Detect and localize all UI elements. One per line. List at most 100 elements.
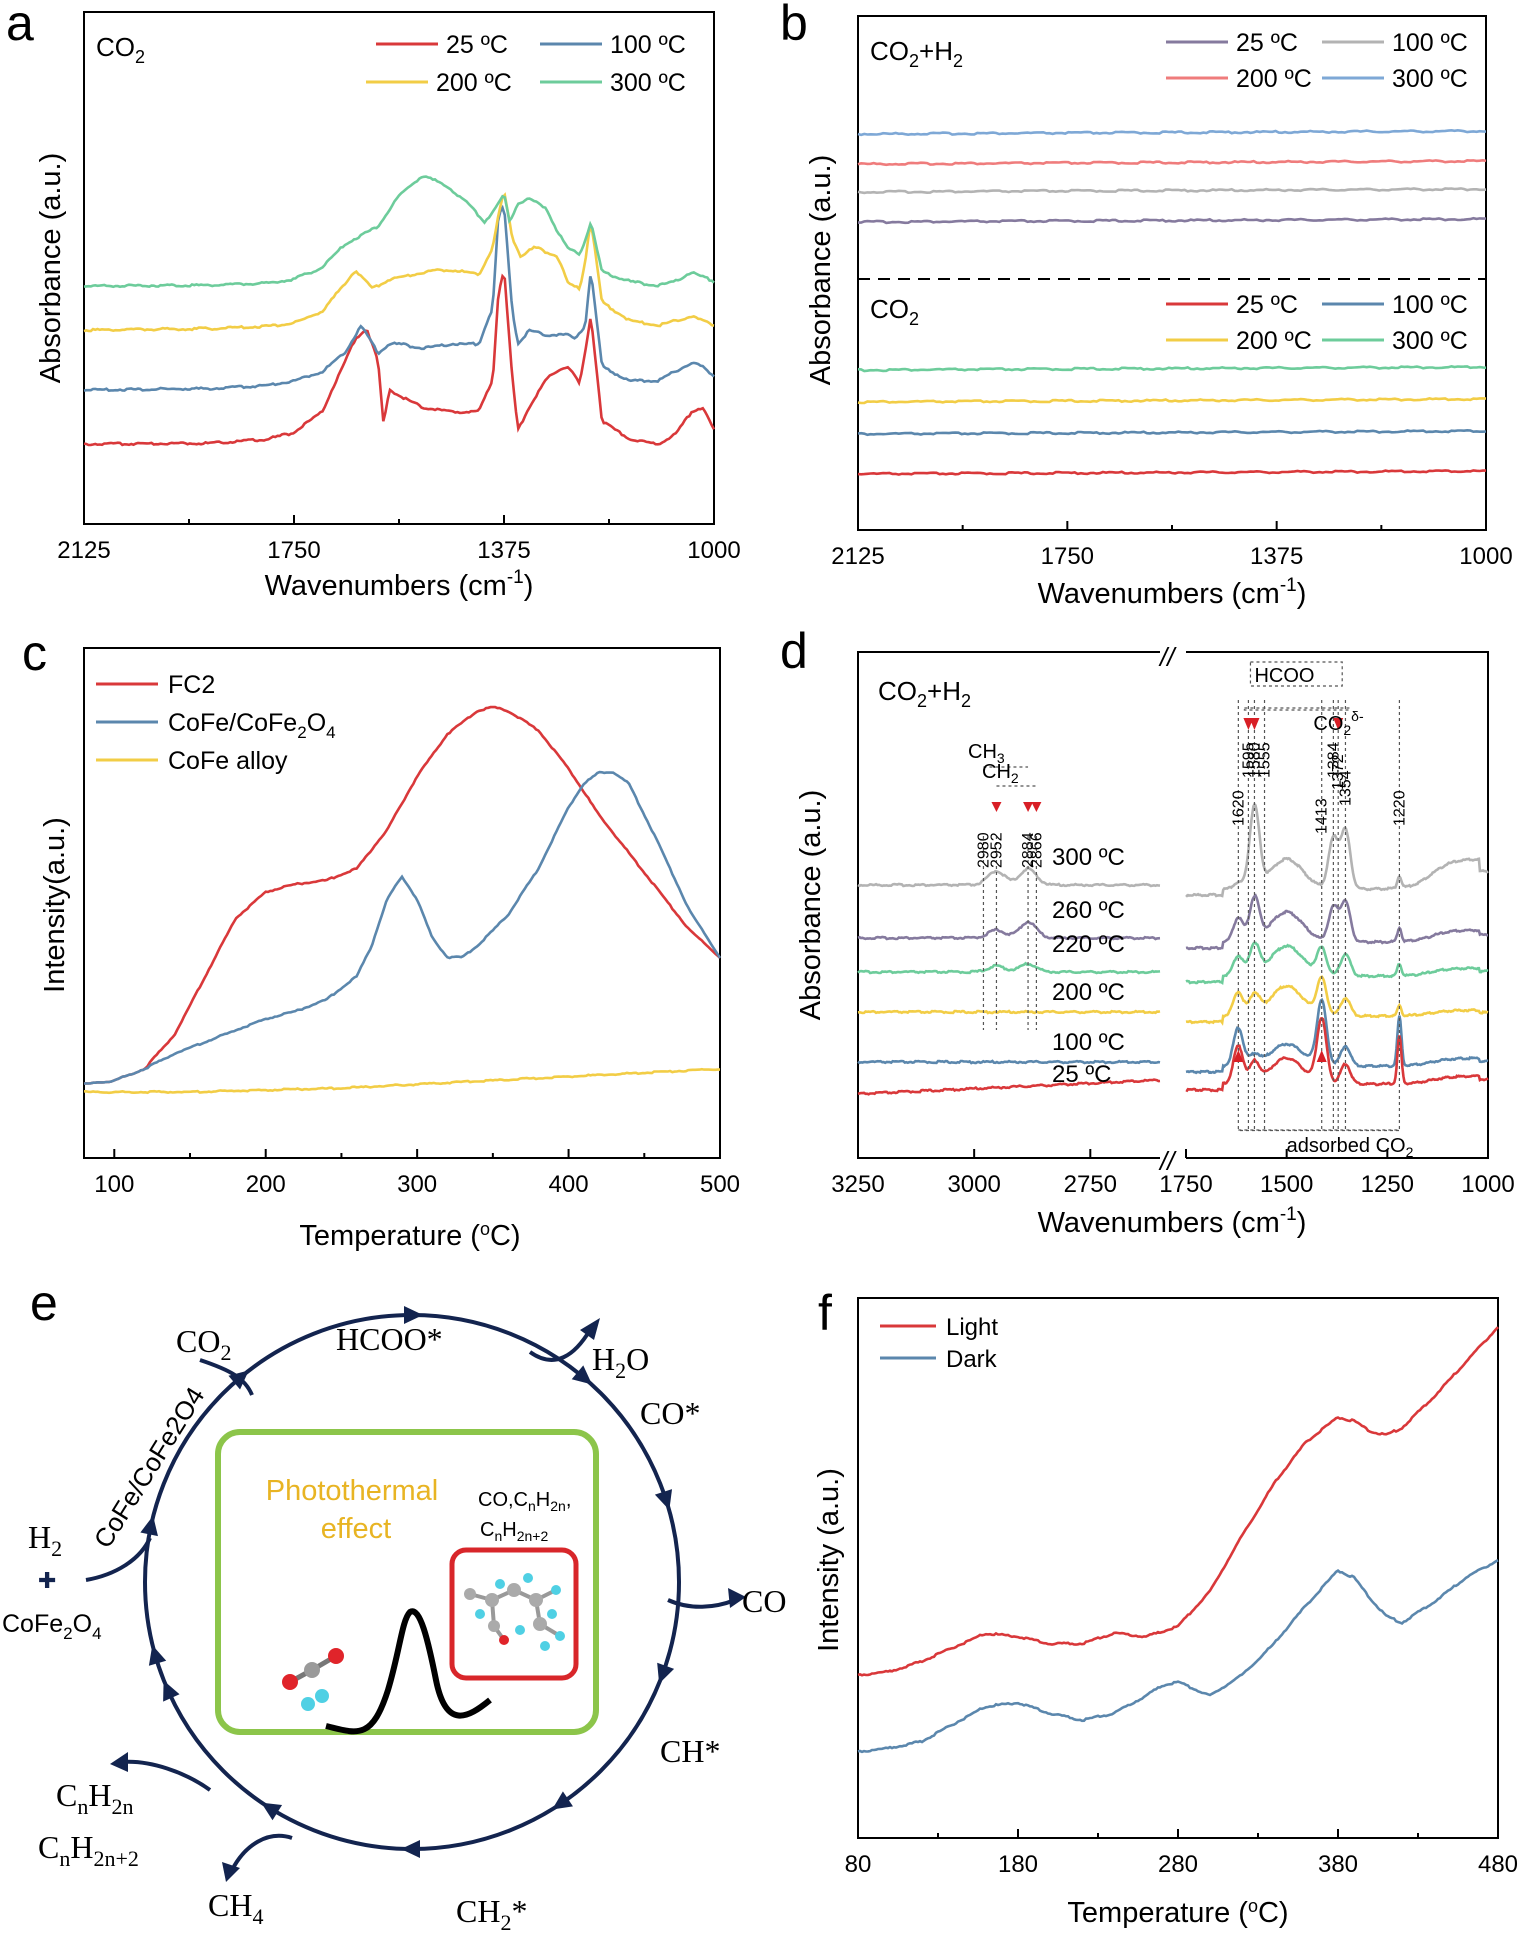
legend-item-b-bot-0-label: 25 ºC <box>1236 291 1298 319</box>
line-series-b-pink <box>857 158 1487 167</box>
x-axis-label-c: Temperature (oC) <box>299 1219 520 1252</box>
plus-icon: ✚ <box>38 1568 56 1593</box>
node-ch2-star: CH2* <box>456 1893 527 1935</box>
node-cnh2n: CnH2n <box>56 1777 133 1819</box>
tick-label-f-2: 280 <box>1158 1851 1198 1878</box>
legend-f-label-0: Light <box>946 1314 998 1341</box>
inset-title-line2: effect <box>321 1513 391 1545</box>
inset-products-line2: CnH2n+2 <box>480 1519 548 1544</box>
line-series-d-high-blue <box>857 1059 1161 1065</box>
hydrocarbon-molecule <box>464 1573 565 1651</box>
peak-arrow-d-2866 <box>1031 802 1042 812</box>
node-co-star: CO* <box>640 1395 700 1431</box>
axis-break-top-d: // <box>1158 642 1177 672</box>
cycle-arrowhead-4 <box>571 1365 593 1385</box>
panel-letter-c: c <box>22 625 47 681</box>
peak-label-d-1220: 1220 <box>1391 790 1408 826</box>
cycle-arrowhead-0 <box>148 1645 167 1666</box>
energy-curve <box>325 1608 492 1735</box>
tick-label-b-2: 1375 <box>1250 543 1303 570</box>
bracket-adsorbed-co2 <box>1237 1129 1401 1132</box>
legend-item-b-bot-1-label: 100 ºC <box>1392 291 1468 319</box>
x-ticks-f: 80 180 280 380 480 <box>845 1829 1518 1878</box>
tick-label-c-2: 300 <box>397 1171 437 1198</box>
cycle-arrowhead-3 <box>404 1306 423 1324</box>
tick-label-d-low-1: 1500 <box>1260 1171 1313 1198</box>
peak-label-d-1555: 1555 <box>1257 742 1274 778</box>
axis-break-bottom-d: // <box>1158 1146 1177 1176</box>
tick-label-f-1: 180 <box>998 1851 1038 1878</box>
panel-letter-e: e <box>30 1275 58 1331</box>
bracket-hcoo <box>1249 661 1343 687</box>
peak-label-d-2952: 2952 <box>988 832 1005 868</box>
series-label-d-1: 260 ºC <box>1052 897 1125 924</box>
y-axis-label-c: Intensity(a.u.) <box>39 817 71 993</box>
node-cnh2n2: CnH2n+2 <box>38 1829 139 1871</box>
series-group-f <box>857 1326 1499 1754</box>
legend-c: FC2 CoFe/CoFe2O4 CoFe alloy <box>96 671 336 775</box>
peak-label-d-1354: 1354 <box>1337 770 1354 806</box>
x-axis-label-d: Wavenumbers (cm-1) <box>1038 1204 1307 1239</box>
tick-label-a-2: 1375 <box>477 537 530 564</box>
legend-f-label-1: Dark <box>946 1346 998 1373</box>
ch4-exit-arrow <box>230 1833 293 1871</box>
peak-label-d-2980: 2980 <box>975 832 992 868</box>
peak-label-d-1372: 1372 <box>1330 754 1347 790</box>
series-group-b <box>857 128 1487 476</box>
group-label-hcoo: HCOO <box>1254 665 1314 687</box>
line-series-b-green <box>857 364 1487 373</box>
peak-label-d-1595: 1595 <box>1240 742 1257 778</box>
inset-title-line1: Photothermal <box>266 1475 439 1507</box>
cycle-arrowhead-7 <box>552 1791 573 1810</box>
line-series-d-low-red <box>1185 1016 1489 1093</box>
line-series-c-blue <box>83 770 722 1085</box>
plot-frame-b <box>857 15 1487 531</box>
line-series-b-gray <box>857 187 1487 195</box>
panel-b: b CO2+H2 CO2 25 ºC 100 ºC 200 ºC 300 ºC 25 … <box>780 0 1513 610</box>
panel-f: f Light Dark 80 180 280 380 480 Temperature (… <box>813 1285 1518 1929</box>
series-label-d-5: 25 ºC <box>1052 1061 1111 1088</box>
panel-d: d // // CO2+H2 300 ºC 260 ºC 220 ºC 200 ºC 1… <box>780 623 1515 1239</box>
axis-break-gap-d <box>1160 640 1186 1170</box>
line-series-d-high-purple <box>857 920 1161 941</box>
tick-label-d-high-0: 3250 <box>831 1171 884 1198</box>
tick-label-a-0: 2125 <box>57 537 110 564</box>
cnhn-exit-arrow <box>121 1759 212 1792</box>
series-label-d-0: 300 ºC <box>1052 844 1125 871</box>
line-series-b-purple <box>858 216 1487 225</box>
series-group-d: 300 ºC 260 ºC 220 ºC 200 ºC 100 ºC 25 ºC <box>857 802 1489 1096</box>
node-cofe2o4: CoFe2O4 <box>2 1610 102 1643</box>
panel-c: c FC2 CoFe/CoFe2O4 CoFe alloy 100 200 300 400… <box>22 625 740 1252</box>
legend-item-b-bot-3-label: 300 ºC <box>1392 327 1468 355</box>
peak-label-d-2866: 2866 <box>1028 832 1045 868</box>
panel-letter-f: f <box>818 1285 832 1341</box>
legend-c-label-0: FC2 <box>168 671 215 699</box>
line-series-b-red <box>857 469 1486 476</box>
panel-e: e HCOO* H2O CO* CO CH* CH2* CH4 CnH2n Cn… <box>2 1275 786 1935</box>
tick-label-b-0: 2125 <box>831 543 884 570</box>
tick-label-b-1: 1750 <box>1041 543 1094 570</box>
series-group-a <box>83 175 716 447</box>
node-hcoo: HCOO* <box>336 1321 443 1357</box>
node-ch4: CH4 <box>208 1887 263 1929</box>
y-axis-label-d: Absorbance (a.u.) <box>795 790 827 1021</box>
peak-label-d-2884: 2884 <box>1020 832 1037 868</box>
line-series-f-blue <box>857 1559 1499 1754</box>
line-series-a-red <box>83 273 716 447</box>
tick-label-b-3: 1000 <box>1459 543 1512 570</box>
line-series-b-blue <box>857 428 1487 437</box>
tick-label-c-0: 100 <box>94 1171 134 1198</box>
peak-arrow-d-1580 <box>1249 718 1260 730</box>
legend-item-a-1-label: 100 ºC <box>610 31 686 59</box>
series-group-c <box>83 705 722 1095</box>
adsorbed-arrow-d-0 <box>1233 1050 1244 1062</box>
peak-label-d-1384: 1384 <box>1325 742 1342 778</box>
line-series-d-high-yellow <box>857 1009 1161 1015</box>
cycle-arrowhead-10 <box>163 1680 180 1702</box>
h2o-arrow-head <box>580 1318 600 1340</box>
tick-label-c-3: 400 <box>549 1171 589 1198</box>
tick-label-d-high-1: 3000 <box>947 1171 1000 1198</box>
panel-a: a CO2 25 ºC 100 ºC 200 ºC 300 ºC 2125 1750 13… <box>6 0 741 602</box>
peak-label-d-1413: 1413 <box>1314 798 1331 834</box>
